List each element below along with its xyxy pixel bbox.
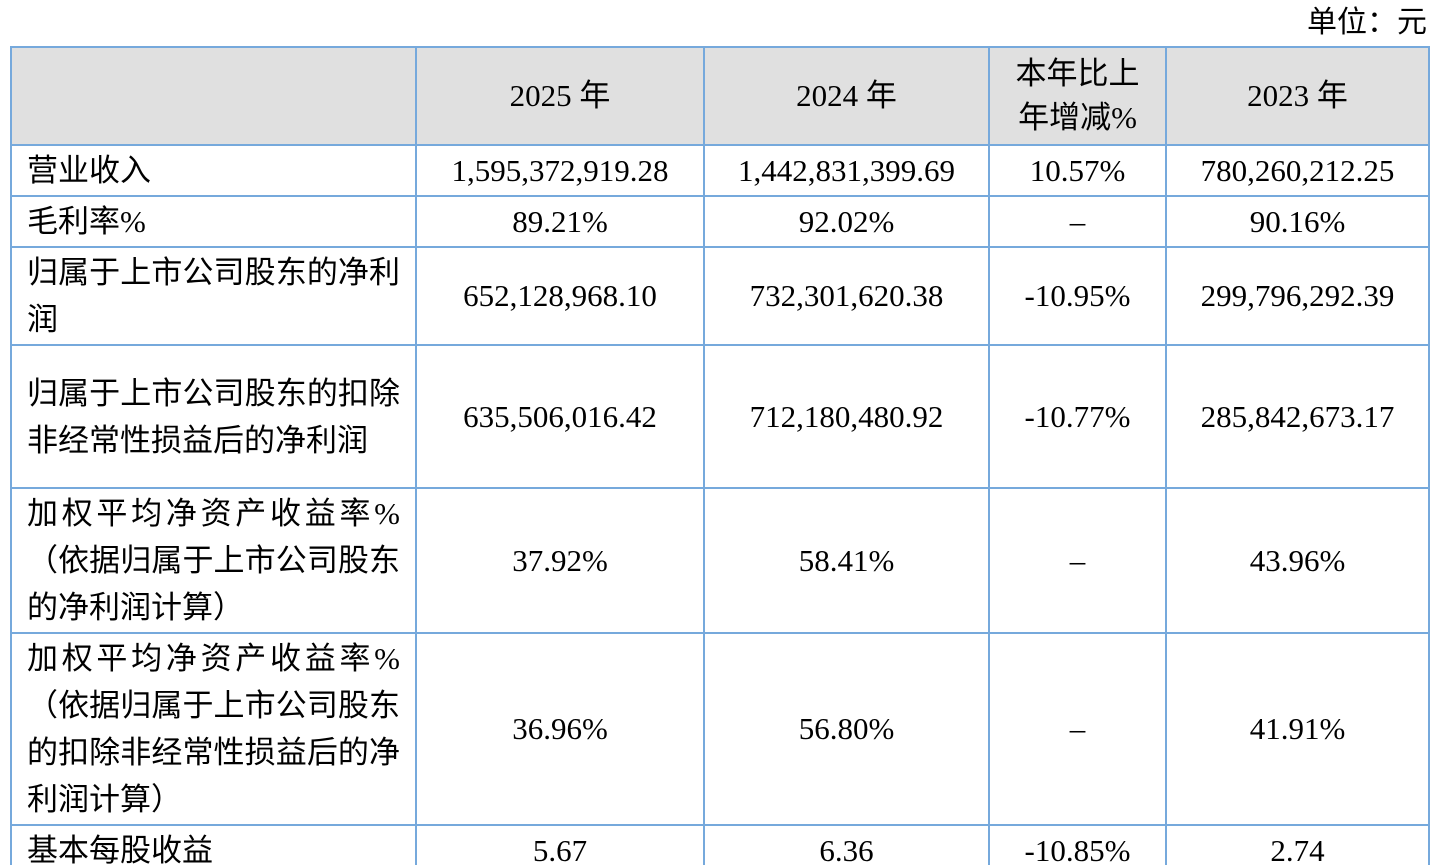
value-2024: 92.02% xyxy=(703,195,990,248)
header-yoy-change: 本年比上 年增减% xyxy=(988,46,1167,146)
value-2025: 1,595,372,919.28 xyxy=(415,144,705,197)
header-row: 2025 年 2024 年 本年比上 年增减% 2023 年 xyxy=(10,46,1430,146)
table-row-net-profit-excl-nonrecurring: 归属于上市公司股东的扣除非经常性损益后的净利润 635,506,016.42 7… xyxy=(10,344,1430,489)
value-yoy: – xyxy=(988,195,1167,248)
value-2025: 36.96% xyxy=(415,632,705,826)
row-label: 归属于上市公司股东的扣除非经常性损益后的净利润 xyxy=(10,344,417,489)
value-2024: 56.80% xyxy=(703,632,990,826)
table-row-gross-margin: 毛利率% 89.21% 92.02% – 90.16% xyxy=(10,195,1430,248)
value-2024: 58.41% xyxy=(703,487,990,634)
row-label: 加权平均净资产收益率%（依据归属于上市公司股东的扣除非经常性损益后的净利润计算） xyxy=(10,632,417,826)
value-2023: 285,842,673.17 xyxy=(1165,344,1430,489)
value-2025: 37.92% xyxy=(415,487,705,634)
value-2023: 2.74 xyxy=(1165,824,1430,865)
value-yoy: -10.85% xyxy=(988,824,1167,865)
row-label: 归属于上市公司股东的净利润 xyxy=(10,246,417,346)
value-2025: 5.67 xyxy=(415,824,705,865)
value-2025: 635,506,016.42 xyxy=(415,344,705,489)
value-yoy: -10.95% xyxy=(988,246,1167,346)
value-yoy: – xyxy=(988,487,1167,634)
unit-label: 单位：元 xyxy=(1307,6,1427,39)
header-year-2025: 2025 年 xyxy=(415,46,705,146)
value-2023: 43.96% xyxy=(1165,487,1430,634)
header-indicator-blank xyxy=(10,46,417,146)
row-label: 基本每股收益 xyxy=(10,824,417,865)
value-2025: 89.21% xyxy=(415,195,705,248)
table-row-weighted-roe-excl-nonrecurring: 加权平均净资产收益率%（依据归属于上市公司股东的扣除非经常性损益后的净利润计算）… xyxy=(10,632,1430,826)
header-year-2023: 2023 年 xyxy=(1165,46,1430,146)
value-2024: 712,180,480.92 xyxy=(703,344,990,489)
value-2023: 41.91% xyxy=(1165,632,1430,826)
value-2025: 652,128,968.10 xyxy=(415,246,705,346)
value-yoy: 10.57% xyxy=(988,144,1167,197)
header-year-2024: 2024 年 xyxy=(703,46,990,146)
row-label: 营业收入 xyxy=(10,144,417,197)
table-row-basic-eps: 基本每股收益 5.67 6.36 -10.85% 2.74 xyxy=(10,824,1430,865)
row-label: 加权平均净资产收益率%（依据归属于上市公司股东的净利润计算） xyxy=(10,487,417,634)
value-2024: 732,301,620.38 xyxy=(703,246,990,346)
table-row-weighted-roe-net-profit: 加权平均净资产收益率%（依据归属于上市公司股东的净利润计算） 37.92% 58… xyxy=(10,487,1430,634)
value-2023: 90.16% xyxy=(1165,195,1430,248)
value-2023: 780,260,212.25 xyxy=(1165,144,1430,197)
value-2024: 6.36 xyxy=(703,824,990,865)
row-label: 毛利率% xyxy=(10,195,417,248)
value-2024: 1,442,831,399.69 xyxy=(703,144,990,197)
table-row-operating-revenue: 营业收入 1,595,372,919.28 1,442,831,399.69 1… xyxy=(10,144,1430,197)
financial-summary-table: 2025 年 2024 年 本年比上 年增减% 2023 年 营业收入 1,59… xyxy=(10,46,1430,865)
value-2023: 299,796,292.39 xyxy=(1165,246,1430,346)
value-yoy: – xyxy=(988,632,1167,826)
table-row-net-profit-attributable: 归属于上市公司股东的净利润 652,128,968.10 732,301,620… xyxy=(10,246,1430,346)
value-yoy: -10.77% xyxy=(988,344,1167,489)
